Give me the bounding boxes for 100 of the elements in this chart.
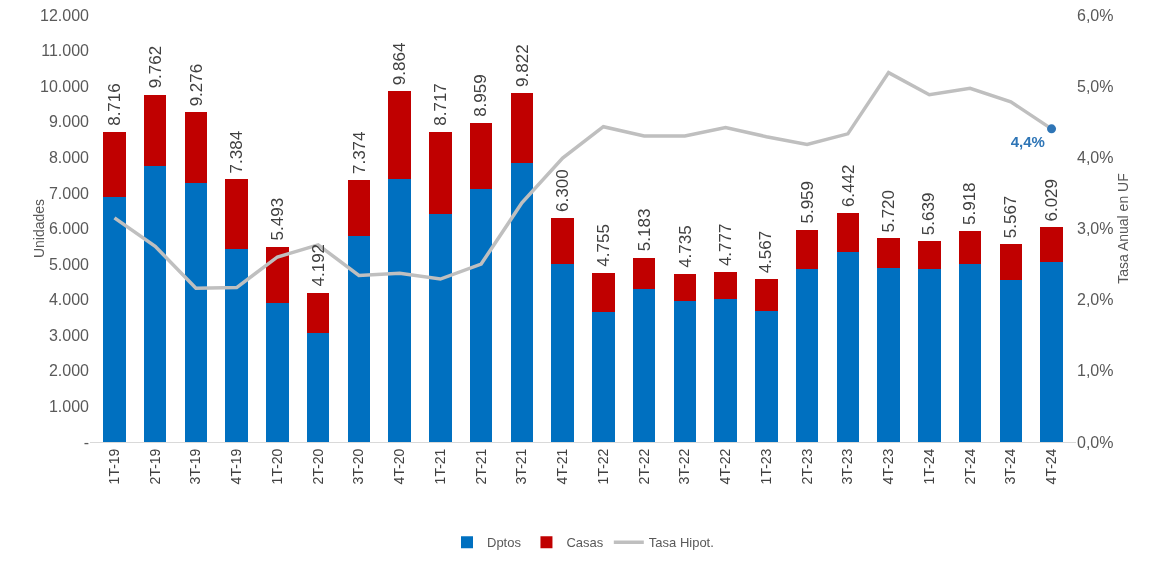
bar xyxy=(795,229,819,270)
bar xyxy=(795,269,819,442)
legend-label: Dptos xyxy=(487,535,522,551)
total-label: 4.567 xyxy=(756,230,776,274)
bar xyxy=(266,302,289,442)
bar xyxy=(958,264,982,442)
bar xyxy=(103,197,126,442)
x-tick-label: 3T-20 xyxy=(350,448,367,485)
x-tick-label: 1T-20 xyxy=(268,448,285,485)
bar xyxy=(918,269,941,442)
y-tick-label: 8.000 xyxy=(48,148,90,166)
data-label: 4,4% xyxy=(1010,132,1045,150)
bar xyxy=(1040,227,1063,263)
total-label: 8.717 xyxy=(431,83,451,126)
bar xyxy=(714,272,737,299)
y-tick-label: 3.000 xyxy=(48,326,90,344)
bar xyxy=(143,94,167,166)
x-tick-label: 4T-20 xyxy=(391,448,408,485)
total-label: 8.716 xyxy=(105,83,125,126)
bar xyxy=(510,92,534,164)
total-label: 7.374 xyxy=(349,131,369,175)
bar xyxy=(836,252,860,442)
legend-label: Casas xyxy=(566,535,604,551)
y2-tick-label: 1,0% xyxy=(1077,362,1114,380)
total-label: 9.276 xyxy=(186,63,206,107)
total-label: 8.959 xyxy=(471,74,491,117)
y2-tick-label: 2,0% xyxy=(1077,291,1114,309)
x-tick-label: 2T-20 xyxy=(309,448,326,485)
y2-tick-label: 0,0% xyxy=(1077,433,1114,451)
bar xyxy=(143,165,167,442)
bar xyxy=(306,292,330,334)
total-label: 6.442 xyxy=(838,164,858,208)
x-tick-label: 2T-22 xyxy=(635,448,652,485)
total-label: 5.493 xyxy=(268,197,288,241)
bar xyxy=(632,257,656,289)
x-tick-label: 1T-19 xyxy=(106,448,122,485)
bar xyxy=(429,131,452,214)
y-tick-label: 10.000 xyxy=(40,77,90,95)
total-label: 4.735 xyxy=(675,225,695,268)
bar xyxy=(388,91,411,179)
legend-label: Tasa Hipot. xyxy=(648,535,714,551)
y-tick-label: - xyxy=(83,433,89,451)
total-label: 4.777 xyxy=(716,223,736,267)
bar xyxy=(918,241,941,270)
y-axis-title: Unidades xyxy=(30,198,47,259)
bar xyxy=(510,163,534,442)
total-label: 9.864 xyxy=(390,42,410,86)
y-tick-label: 9.000 xyxy=(48,113,90,131)
total-label: 9.822 xyxy=(512,44,532,87)
total-label: 6.300 xyxy=(553,169,573,212)
bar xyxy=(551,217,574,265)
y2-tick-label: 3,0% xyxy=(1077,220,1114,238)
bar xyxy=(877,238,900,268)
x-tick-label: 4T-22 xyxy=(717,448,734,485)
total-label: 5.720 xyxy=(878,189,898,233)
bar xyxy=(347,179,371,237)
y-tick-label: 2.000 xyxy=(48,362,90,380)
total-label: 5.183 xyxy=(635,208,655,252)
bar xyxy=(103,131,126,198)
bar xyxy=(388,178,411,442)
bar xyxy=(755,279,778,311)
bar xyxy=(958,231,982,265)
y-tick-label: 1.000 xyxy=(48,398,90,416)
x-tick-label: 3T-24 xyxy=(1002,448,1019,485)
x-tick-label: 1T-23 xyxy=(757,448,774,485)
total-label: 5.639 xyxy=(919,192,939,236)
y-tick-label: 6.000 xyxy=(48,220,90,238)
total-label: 5.567 xyxy=(1001,195,1021,239)
total-label: 4.755 xyxy=(594,224,614,267)
bar xyxy=(673,273,697,302)
bar xyxy=(1040,262,1063,442)
total-label: 9.762 xyxy=(146,45,166,89)
y-tick-label: 12.000 xyxy=(40,6,90,24)
total-label: 5.918 xyxy=(960,182,980,225)
x-tick-label: 2T-21 xyxy=(472,448,489,485)
x-tick-label: 4T-21 xyxy=(554,448,571,485)
bar xyxy=(184,183,208,442)
bar xyxy=(673,301,697,442)
y-tick-label: 7.000 xyxy=(48,184,90,202)
x-tick-label: 1T-24 xyxy=(920,448,937,485)
x-tick-label: 4T-19 xyxy=(228,448,245,485)
total-label: 7.384 xyxy=(226,130,246,174)
x-tick-label: 3T-19 xyxy=(187,448,204,485)
x-tick-label: 2T-19 xyxy=(146,448,163,485)
total-label: 4.192 xyxy=(308,243,328,287)
bar xyxy=(999,280,1023,442)
x-tick-label: 3T-22 xyxy=(676,448,693,485)
bar xyxy=(592,272,615,312)
x-tick-label: 2T-24 xyxy=(961,448,978,485)
y2-tick-label: 5,0% xyxy=(1077,77,1114,95)
total-label: 6.029 xyxy=(1041,178,1061,222)
bar xyxy=(225,249,248,442)
y-tick-label: 4.000 xyxy=(48,291,90,309)
x-tick-label: 1T-21 xyxy=(431,448,448,485)
x-tick-label: 4T-23 xyxy=(880,448,897,485)
total-label: 5.959 xyxy=(797,181,817,224)
bar xyxy=(999,243,1023,281)
bar xyxy=(347,236,371,442)
bar xyxy=(755,310,778,442)
bar xyxy=(225,179,248,250)
